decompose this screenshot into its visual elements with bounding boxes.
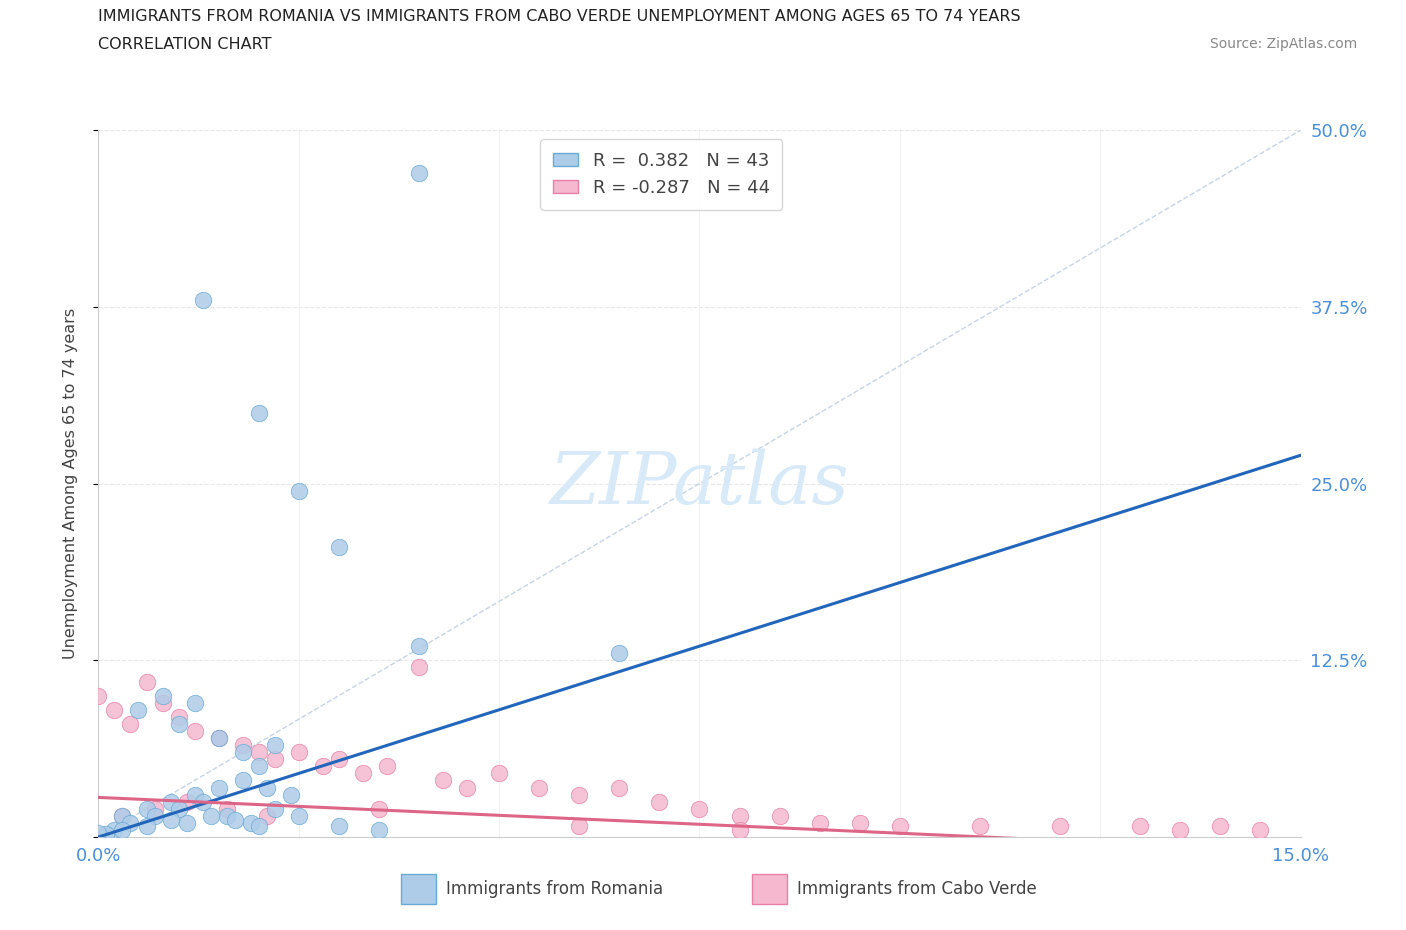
Point — [232, 773, 254, 788]
Point — [128, 702, 150, 717]
Point — [247, 818, 270, 833]
Point — [1170, 822, 1192, 837]
Point — [183, 724, 205, 738]
Point — [1049, 818, 1071, 833]
Point — [159, 813, 181, 828]
Point — [239, 816, 262, 830]
Point — [87, 825, 110, 840]
Point — [609, 645, 631, 660]
Point — [432, 773, 454, 788]
Point — [368, 822, 391, 837]
Point — [167, 716, 190, 731]
Point — [456, 780, 478, 795]
Point — [215, 808, 238, 823]
Point — [889, 818, 911, 833]
Point — [256, 780, 278, 795]
Point — [135, 818, 157, 833]
Point — [176, 794, 198, 809]
Point — [263, 751, 285, 766]
Point — [288, 808, 311, 823]
Point — [96, 827, 118, 842]
Point — [208, 780, 231, 795]
Text: Immigrants from Romania: Immigrants from Romania — [446, 880, 662, 898]
Point — [143, 808, 166, 823]
Point — [408, 660, 430, 675]
Text: IMMIGRANTS FROM ROMANIA VS IMMIGRANTS FROM CABO VERDE UNEMPLOYMENT AMONG AGES 65: IMMIGRANTS FROM ROMANIA VS IMMIGRANTS FR… — [98, 9, 1021, 24]
Point — [176, 816, 198, 830]
Point — [247, 759, 270, 774]
Point — [152, 696, 174, 711]
Y-axis label: Unemployment Among Ages 65 to 74 years: Unemployment Among Ages 65 to 74 years — [63, 308, 77, 659]
Point — [191, 292, 214, 307]
Point — [232, 737, 254, 752]
FancyBboxPatch shape — [752, 874, 787, 904]
Point — [87, 688, 110, 703]
Point — [263, 737, 285, 752]
Point — [648, 794, 671, 809]
Point — [200, 808, 222, 823]
Point — [1129, 818, 1152, 833]
Point — [183, 696, 205, 711]
Point — [568, 787, 591, 802]
Point — [120, 716, 142, 731]
Point — [103, 822, 125, 837]
Point — [568, 818, 591, 833]
Point — [352, 766, 374, 781]
Point — [280, 787, 302, 802]
Point — [232, 745, 254, 760]
Point — [247, 405, 270, 420]
Point — [120, 816, 142, 830]
Point — [609, 780, 631, 795]
Point — [135, 674, 157, 689]
Point — [111, 808, 134, 823]
Point — [769, 808, 792, 823]
Point — [152, 688, 174, 703]
Point — [256, 808, 278, 823]
Point — [208, 731, 231, 746]
Point — [103, 702, 125, 717]
Point — [183, 787, 205, 802]
Point — [408, 639, 430, 654]
Point — [728, 822, 751, 837]
Point — [1250, 822, 1272, 837]
Point — [143, 802, 166, 817]
Point — [191, 794, 214, 809]
Point — [375, 759, 398, 774]
Point — [135, 802, 157, 817]
Point — [167, 802, 190, 817]
Point — [849, 816, 872, 830]
Point — [529, 780, 551, 795]
FancyBboxPatch shape — [401, 874, 436, 904]
Legend: R =  0.382   N = 43, R = -0.287   N = 44: R = 0.382 N = 43, R = -0.287 N = 44 — [540, 140, 782, 209]
Point — [328, 751, 350, 766]
Point — [167, 710, 190, 724]
Text: ZIPatlas: ZIPatlas — [550, 448, 849, 519]
Point — [1209, 818, 1232, 833]
Point — [111, 808, 134, 823]
Point — [488, 766, 510, 781]
Point — [224, 813, 246, 828]
Point — [368, 802, 391, 817]
Text: Immigrants from Cabo Verde: Immigrants from Cabo Verde — [797, 880, 1038, 898]
Point — [215, 802, 238, 817]
Point — [159, 794, 181, 809]
Point — [111, 822, 134, 837]
Point — [808, 816, 831, 830]
Point — [969, 818, 991, 833]
Point — [408, 166, 430, 180]
Text: Source: ZipAtlas.com: Source: ZipAtlas.com — [1209, 37, 1357, 51]
Point — [328, 818, 350, 833]
Point — [208, 731, 231, 746]
Point — [247, 745, 270, 760]
Point — [288, 745, 311, 760]
Point — [312, 759, 335, 774]
Point — [689, 802, 711, 817]
Text: CORRELATION CHART: CORRELATION CHART — [98, 37, 271, 52]
Point — [728, 808, 751, 823]
Point — [288, 484, 311, 498]
Point — [328, 539, 350, 554]
Point — [263, 802, 285, 817]
